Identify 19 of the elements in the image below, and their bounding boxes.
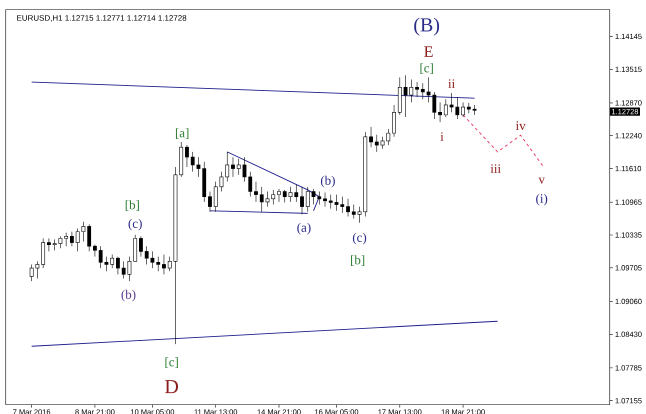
annotation: (i) (536, 194, 548, 206)
annotation: (c) (128, 218, 142, 230)
annotation: [c] (165, 357, 178, 368)
annotation: iv (516, 121, 526, 130)
annotation: (B) (414, 18, 440, 36)
annotation: [c] (420, 63, 433, 74)
annotation: ii (448, 79, 455, 88)
annotation: v (538, 178, 545, 184)
annotation: D (165, 380, 178, 394)
annotation: [a] (176, 128, 188, 139)
annotation: [b] (126, 200, 139, 211)
annotation: iii (490, 164, 501, 173)
annotation: E (424, 46, 433, 57)
annotation: i (440, 132, 444, 141)
annotation: (a) (297, 222, 311, 234)
annotation: (b) (121, 290, 136, 302)
annotation: (c) (352, 232, 366, 244)
annotation: [b] (351, 255, 364, 266)
annotation: (b) (320, 176, 335, 188)
